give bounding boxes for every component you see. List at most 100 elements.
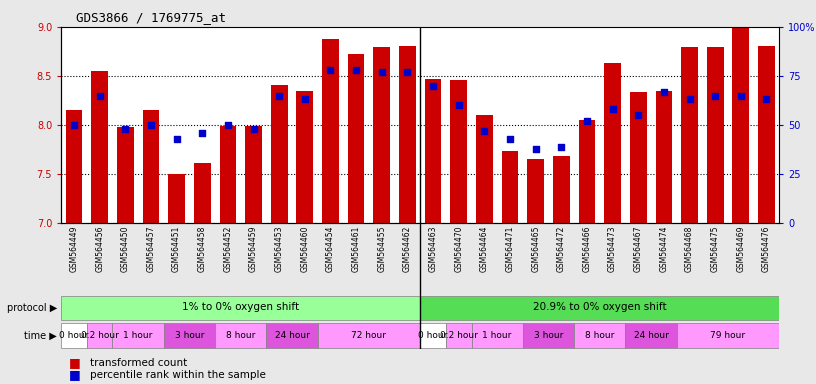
Text: 1% to 0% oxygen shift: 1% to 0% oxygen shift — [182, 303, 299, 313]
Text: GSM564449: GSM564449 — [69, 226, 78, 272]
Text: protocol ▶: protocol ▶ — [7, 303, 57, 313]
Bar — [164, 323, 215, 348]
Text: ■: ■ — [69, 368, 81, 381]
Text: 8 hour: 8 hour — [226, 331, 255, 339]
Text: GSM564473: GSM564473 — [608, 226, 617, 272]
Bar — [143, 110, 159, 223]
Bar — [168, 174, 185, 223]
Text: GSM564452: GSM564452 — [224, 226, 233, 272]
Text: 0.2 hour: 0.2 hour — [440, 331, 477, 339]
Text: 8 hour: 8 hour — [585, 331, 614, 339]
Point — [196, 130, 209, 136]
Bar — [625, 323, 676, 348]
Point — [683, 96, 696, 103]
Text: GSM564462: GSM564462 — [403, 226, 412, 272]
Bar — [502, 151, 518, 223]
Point — [580, 118, 593, 124]
Point — [734, 93, 747, 99]
Text: GSM564458: GSM564458 — [197, 226, 206, 272]
Bar — [245, 126, 262, 223]
Bar — [553, 156, 570, 223]
Bar — [271, 85, 287, 223]
Text: GSM564470: GSM564470 — [455, 226, 463, 272]
Bar — [322, 39, 339, 223]
Point — [427, 83, 440, 89]
Text: 3 hour: 3 hour — [534, 331, 563, 339]
Text: GDS3866 / 1769775_at: GDS3866 / 1769775_at — [76, 11, 225, 24]
Text: 0 hour: 0 hour — [419, 331, 448, 339]
Bar — [676, 323, 779, 348]
Point — [760, 96, 773, 103]
Text: GSM564474: GSM564474 — [659, 226, 668, 272]
Point — [708, 93, 721, 99]
Point — [478, 128, 491, 134]
Bar — [117, 127, 134, 223]
Point — [144, 122, 157, 128]
Bar — [215, 323, 266, 348]
Text: GSM564466: GSM564466 — [583, 226, 592, 272]
Bar — [472, 323, 523, 348]
Point — [452, 102, 465, 108]
Bar — [61, 323, 86, 348]
Bar — [420, 323, 446, 348]
Bar — [194, 163, 211, 223]
Text: GSM564454: GSM564454 — [326, 226, 335, 272]
Bar — [374, 46, 390, 223]
Point — [375, 69, 388, 75]
Bar — [317, 323, 420, 348]
Point — [555, 144, 568, 150]
Point — [68, 122, 81, 128]
Bar — [527, 159, 544, 223]
Point — [221, 122, 234, 128]
Bar — [65, 110, 82, 223]
Text: percentile rank within the sample: percentile rank within the sample — [90, 370, 266, 380]
Text: GSM564463: GSM564463 — [428, 226, 437, 272]
Point — [273, 93, 286, 99]
Text: 0.2 hour: 0.2 hour — [81, 331, 118, 339]
Text: GSM564459: GSM564459 — [249, 226, 258, 272]
Point — [93, 93, 106, 99]
Text: GSM564476: GSM564476 — [762, 226, 771, 272]
Text: time ▶: time ▶ — [24, 331, 57, 341]
Bar — [399, 46, 415, 223]
Bar — [420, 296, 779, 320]
Bar — [348, 55, 365, 223]
Text: 3 hour: 3 hour — [175, 331, 204, 339]
Point — [658, 89, 671, 95]
Text: 0 hour: 0 hour — [60, 331, 89, 339]
Bar — [450, 80, 467, 223]
Point — [119, 126, 132, 132]
Text: GSM564455: GSM564455 — [377, 226, 386, 272]
Text: GSM564469: GSM564469 — [736, 226, 745, 272]
Point — [401, 69, 414, 75]
Point — [247, 126, 260, 132]
Bar — [220, 126, 236, 223]
Text: 79 hour: 79 hour — [711, 331, 746, 339]
Point — [349, 67, 362, 73]
Bar — [655, 91, 672, 223]
Text: GSM564453: GSM564453 — [275, 226, 284, 272]
Point — [632, 112, 645, 118]
Point — [529, 146, 542, 152]
Text: 24 hour: 24 hour — [274, 331, 309, 339]
Bar — [630, 92, 646, 223]
Bar — [733, 28, 749, 223]
Point — [606, 106, 619, 113]
Bar — [523, 323, 574, 348]
Text: GSM564456: GSM564456 — [95, 226, 104, 272]
Bar — [579, 120, 595, 223]
Text: 72 hour: 72 hour — [352, 331, 387, 339]
Text: GSM564475: GSM564475 — [711, 226, 720, 272]
Text: ■: ■ — [69, 356, 81, 369]
Text: GSM564467: GSM564467 — [634, 226, 643, 272]
Text: 24 hour: 24 hour — [633, 331, 668, 339]
Bar — [91, 71, 108, 223]
Bar — [604, 63, 621, 223]
Bar — [681, 48, 698, 223]
Bar — [296, 91, 313, 223]
Point — [324, 67, 337, 73]
Text: GSM564468: GSM564468 — [685, 226, 694, 272]
Text: GSM564472: GSM564472 — [557, 226, 565, 272]
Bar — [113, 323, 164, 348]
Text: GSM564464: GSM564464 — [480, 226, 489, 272]
